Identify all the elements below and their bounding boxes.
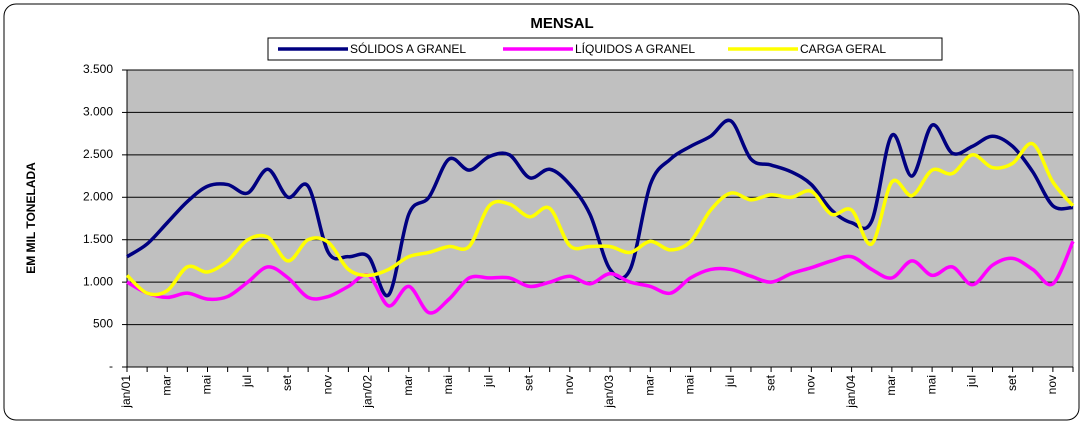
x-tick-label: jan/02 xyxy=(361,375,375,409)
legend-label: SÓLIDOS A GRANEL xyxy=(350,41,466,56)
x-tick-label: jul xyxy=(965,375,979,388)
series-line xyxy=(126,240,1075,315)
y-tick-label: 3.500 xyxy=(83,62,113,76)
x-tick-label: nov xyxy=(1045,375,1059,394)
series-line xyxy=(126,118,1074,298)
y-tick-label: - xyxy=(109,359,113,373)
y-tick-label: 2.000 xyxy=(83,189,113,203)
plot-area xyxy=(126,69,1074,368)
y-axis-label: EM MIL TONELADA xyxy=(24,162,38,274)
x-tick-label: jan/04 xyxy=(844,375,858,409)
legend-label: LÍQUIDOS A GRANEL xyxy=(575,41,695,56)
x-tick-label: nov xyxy=(562,375,576,394)
x-tick-label: mar xyxy=(884,375,898,396)
series-line xyxy=(125,141,1075,297)
x-tick-label: set xyxy=(280,374,294,391)
x-tick-label: mar xyxy=(401,375,415,396)
x-tick-label: set xyxy=(522,374,536,391)
y-tick-label: 3.000 xyxy=(83,105,113,119)
chart-title: MENSAL xyxy=(530,15,593,32)
y-tick-label: 1.500 xyxy=(83,232,113,246)
y-tick-label: 1.000 xyxy=(83,274,113,288)
x-tick-label: nov xyxy=(804,375,818,394)
x-tick-label: nov xyxy=(320,375,334,394)
legend xyxy=(267,37,943,61)
x-tick-label: jul xyxy=(723,375,737,388)
y-tick-label: 2.500 xyxy=(83,147,113,161)
y-tick-label: 500 xyxy=(93,317,113,331)
x-tick-label: jan/03 xyxy=(602,375,616,409)
x-tick-label: set xyxy=(763,374,777,391)
x-tick-label: mai xyxy=(200,375,214,394)
x-tick-label: mar xyxy=(642,375,656,396)
x-tick-label: jul xyxy=(240,375,254,388)
x-tick-label: mar xyxy=(159,375,173,396)
legend-label: CARGA GERAL xyxy=(800,42,886,56)
x-tick-label: jan/01 xyxy=(119,375,133,409)
x-tick-label: mai xyxy=(683,375,697,394)
x-tick-label: mai xyxy=(924,375,938,394)
x-tick-label: set xyxy=(1005,374,1019,391)
x-tick-label: mai xyxy=(441,375,455,394)
x-tick-label: jul xyxy=(481,375,495,388)
